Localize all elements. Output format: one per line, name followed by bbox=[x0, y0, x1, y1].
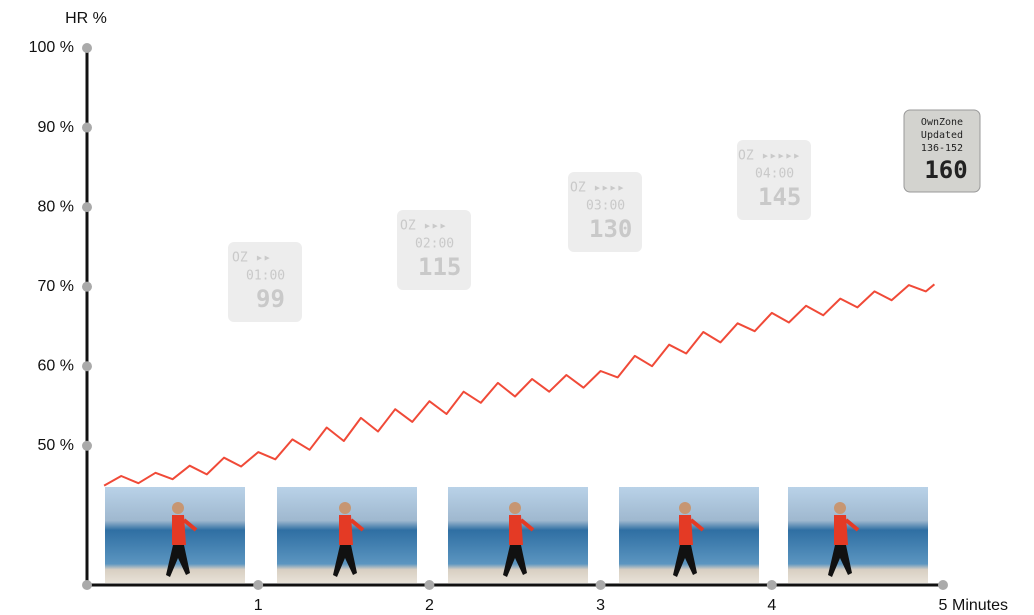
watch-hr: 115 bbox=[418, 253, 461, 281]
photos bbox=[105, 487, 928, 583]
watch-range: 136-152 bbox=[921, 143, 963, 154]
watch-zone: OZ ▸▸▸▸▸ bbox=[738, 149, 801, 164]
watch bbox=[568, 172, 642, 252]
photo bbox=[788, 487, 928, 583]
x-tick-dot bbox=[766, 580, 777, 590]
x-tick-label: 5 bbox=[939, 597, 948, 614]
x-tick-label: 3 bbox=[596, 597, 605, 614]
y-tick-dot bbox=[82, 281, 92, 292]
watch-hr: 145 bbox=[758, 183, 801, 211]
watch-hr: 99 bbox=[256, 285, 285, 313]
watch-subtitle: Updated bbox=[921, 130, 963, 141]
y-tick-label: 90 % bbox=[38, 119, 74, 136]
y-tick-dot bbox=[82, 361, 92, 372]
y-tick-label: 80 % bbox=[38, 198, 74, 215]
watch-hr: 130 bbox=[589, 215, 632, 243]
watch-zone: OZ ▸▸▸ bbox=[400, 219, 447, 234]
x-tick-label: 2 bbox=[425, 597, 434, 614]
y-tick-label: 50 % bbox=[38, 437, 74, 454]
y-tick-dot bbox=[82, 122, 92, 133]
watch bbox=[397, 210, 471, 290]
y-tick-dot bbox=[82, 202, 92, 213]
y-tick-label: 100 % bbox=[29, 39, 74, 56]
y-tick-dot bbox=[82, 440, 92, 451]
x-axis-label: Minutes bbox=[952, 597, 1008, 614]
origin-dot bbox=[82, 580, 92, 590]
watch-time: 01:00 bbox=[246, 269, 285, 284]
watches: OZ ▸▸ 01:00 99 OZ ▸▸▸ 02:00 115 OZ ▸▸▸▸ … bbox=[228, 109, 981, 322]
y-axis-label: HR % bbox=[65, 10, 107, 27]
hr-line bbox=[103, 283, 936, 487]
watch-title: OwnZone bbox=[921, 117, 963, 128]
x-tick-dot bbox=[253, 580, 264, 590]
watch bbox=[903, 109, 981, 193]
y-tick-dot bbox=[82, 43, 92, 53]
y-tick-label: 70 % bbox=[38, 278, 74, 295]
watch-zone: OZ ▸▸▸▸ bbox=[570, 181, 625, 196]
watch-time: 03:00 bbox=[586, 199, 625, 214]
watch-time: 02:00 bbox=[415, 237, 454, 252]
watch-zone: OZ ▸▸ bbox=[232, 251, 271, 266]
x-tick-label: 4 bbox=[767, 597, 776, 614]
y-tick-label: 60 % bbox=[38, 357, 74, 374]
x-tick-dot bbox=[595, 580, 606, 590]
x-tick-label: 1 bbox=[254, 597, 263, 614]
x-tick-dot bbox=[938, 580, 948, 590]
x-tick-dot bbox=[424, 580, 435, 590]
watch bbox=[737, 140, 811, 220]
watch-hr: 160 bbox=[924, 156, 967, 184]
watch bbox=[228, 242, 302, 322]
watch-time: 04:00 bbox=[755, 167, 794, 182]
